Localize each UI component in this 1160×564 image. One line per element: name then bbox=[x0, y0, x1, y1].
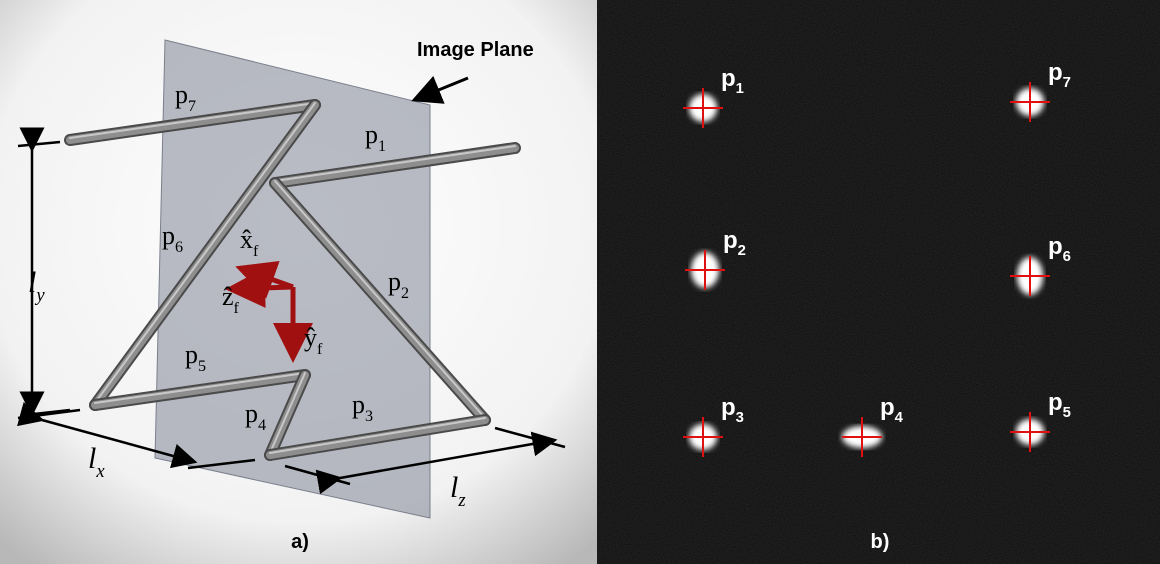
point-label-subscript: 7 bbox=[188, 98, 196, 115]
dimension-label-base: l bbox=[450, 471, 458, 504]
point-label-subscript: 4 bbox=[258, 417, 266, 434]
spot-label-base: p bbox=[723, 227, 738, 254]
spot-label-base: p bbox=[880, 394, 895, 421]
dimension-label-base: l bbox=[28, 266, 36, 299]
frame-axis-label-subscript: f bbox=[317, 341, 323, 358]
point-label-subscript: 2 bbox=[401, 285, 409, 302]
point-label-subscript: 5 bbox=[198, 358, 206, 375]
point-label-subscript: 6 bbox=[175, 239, 183, 256]
dimension-label-subscript: z bbox=[457, 490, 465, 511]
point-label-base: p bbox=[185, 340, 198, 369]
dimension-label-base: l bbox=[88, 442, 96, 475]
point-label-base: p bbox=[245, 399, 258, 428]
plane-label: Image Plane bbox=[417, 39, 534, 61]
point-label-base: p bbox=[388, 267, 401, 296]
panel-b-label: b) bbox=[871, 531, 890, 553]
point-label-subscript: 3 bbox=[365, 408, 373, 425]
panel-a bbox=[0, 0, 597, 564]
figure: Image Planea)p1p2p3p4p5p6p7lylxlzx̂fẑfŷf… bbox=[0, 0, 1160, 564]
spot-label-base: p bbox=[721, 394, 736, 421]
spot-label-subscript: 3 bbox=[736, 410, 744, 426]
sensor-noise bbox=[597, 0, 1160, 564]
frame-axis-label-subscript: f bbox=[253, 243, 259, 260]
point-label-base: p bbox=[352, 390, 365, 419]
point-label-base: p bbox=[365, 120, 378, 149]
spot-label-subscript: 2 bbox=[738, 243, 746, 259]
spot-label-base: p bbox=[1048, 59, 1063, 86]
point-label-base: p bbox=[162, 221, 175, 250]
frame-axis-label-base: x̂ bbox=[240, 225, 253, 254]
spot-label-subscript: 6 bbox=[1063, 249, 1071, 265]
spot-label-base: p bbox=[1048, 233, 1063, 260]
dimension-label-subscript: x bbox=[95, 461, 105, 482]
spot-label-subscript: 1 bbox=[736, 81, 744, 97]
frame-axis-label-base: ŷ bbox=[304, 323, 317, 352]
spot-label-base: p bbox=[1048, 389, 1063, 416]
frame-axis-label-subscript: f bbox=[234, 300, 240, 317]
point-label-subscript: 1 bbox=[378, 138, 386, 155]
spot-label-base: p bbox=[721, 65, 736, 92]
dimension-label-subscript: y bbox=[34, 285, 45, 306]
spot-label-subscript: 7 bbox=[1063, 75, 1071, 91]
panel-a-label: a) bbox=[291, 531, 309, 553]
frame-axis-label-base: ẑ bbox=[222, 282, 234, 311]
spot-label-subscript: 5 bbox=[1063, 405, 1071, 421]
spot-label-subscript: 4 bbox=[895, 410, 904, 426]
point-label-base: p bbox=[175, 80, 188, 109]
page: Image Planea)p1p2p3p4p5p6p7lylxlzx̂fẑfŷf… bbox=[0, 0, 1160, 564]
panel-b bbox=[597, 0, 1160, 564]
